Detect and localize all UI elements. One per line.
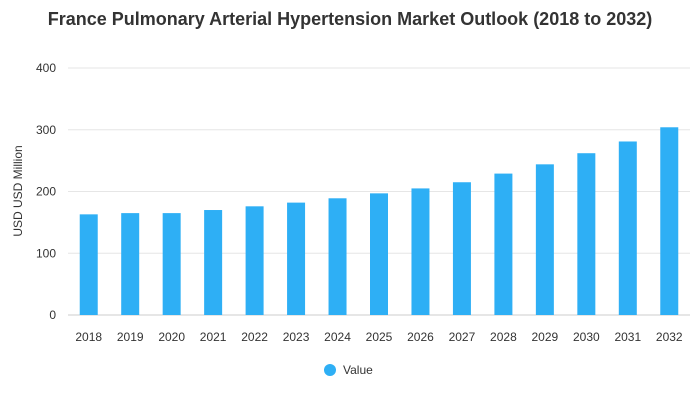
x-tick-label: 2018 [75,330,102,344]
y-tick-label: 400 [36,61,56,75]
y-tick-label: 300 [36,123,56,137]
x-tick-label: 2023 [283,330,310,344]
legend: Value [324,363,373,377]
bar-2026[interactable] [411,188,430,315]
bar-2022[interactable] [245,206,264,315]
x-tick-label: 2020 [158,330,185,344]
bar-2030[interactable] [577,153,596,315]
legend-swatch-icon [324,364,336,376]
bar-2031[interactable] [618,141,637,315]
x-tick-label: 2031 [614,330,641,344]
x-tick-label: 2027 [449,330,476,344]
bar-2020[interactable] [162,213,181,315]
y-tick-label: 0 [49,308,56,322]
bar-2021[interactable] [204,210,223,315]
bar-2018[interactable] [79,214,98,315]
bar-2024[interactable] [328,198,347,315]
bar-2025[interactable] [370,193,388,315]
x-tick-label: 2021 [200,330,227,344]
x-tick-label: 2025 [366,330,393,344]
y-tick-label: 200 [36,185,56,199]
y-axis-ticks: 0 100 200 300 400 [36,61,56,322]
x-tick-label: 2030 [573,330,600,344]
chart-title: France Pulmonary Arterial Hypertension M… [47,9,653,29]
y-axis-label: USD USD Million [11,145,25,236]
bar-2028[interactable] [494,173,513,315]
bar-2032[interactable] [660,127,679,315]
bar-2027[interactable] [452,182,471,315]
x-tick-label: 2032 [656,330,683,344]
x-tick-label: 2022 [241,330,268,344]
x-axis-ticks: 2018 2019 2020 2021 2022 2023 2024 2025 2026 2027… [75,330,683,344]
y-tick-label: 100 [36,246,56,260]
x-tick-label: 2019 [117,330,144,344]
x-tick-label: 2029 [532,330,559,344]
bars [79,127,679,315]
bar-2023[interactable] [287,202,306,315]
bar-2029[interactable] [535,164,554,315]
x-tick-label: 2024 [324,330,351,344]
x-tick-label: 2026 [407,330,434,344]
bar-2019[interactable] [121,213,140,315]
x-tick-label: 2028 [490,330,517,344]
legend-label: Value [343,363,373,377]
